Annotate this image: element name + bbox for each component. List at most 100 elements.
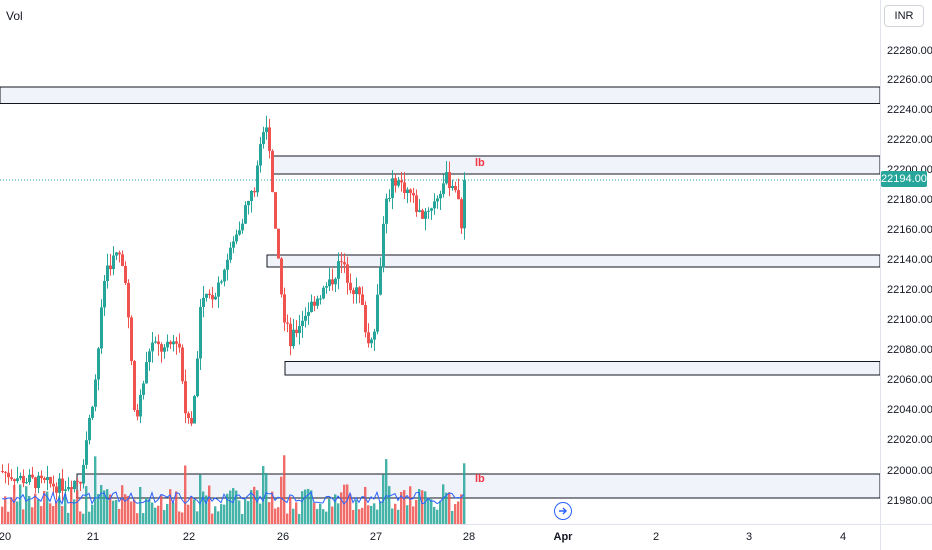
volume-bar (442, 484, 445, 524)
candle-body (208, 293, 211, 296)
candle-body (415, 195, 418, 212)
candle-body (13, 479, 16, 482)
candle-body (94, 379, 97, 407)
volume-bar (166, 503, 169, 524)
volume-bar (397, 509, 400, 524)
volume-bar (328, 498, 331, 524)
volume-bar (46, 491, 49, 524)
candle-body (289, 323, 292, 347)
volume-bar (244, 499, 247, 524)
candle-body (25, 482, 28, 484)
volume-bar (412, 506, 415, 524)
candle-body (1, 471, 4, 472)
volume-bar (358, 509, 361, 524)
candle-body (427, 210, 430, 212)
volume-bar (52, 505, 55, 524)
candle-body (187, 413, 190, 418)
volume-bar (106, 489, 109, 524)
candle-body (88, 417, 91, 441)
volume-bar (184, 465, 187, 524)
price-tick: 22220.00 (887, 134, 932, 146)
candle-body (373, 331, 376, 340)
volume-bar (262, 466, 265, 524)
candle-body (67, 487, 70, 490)
candle-body (337, 261, 340, 279)
volume-bar (382, 474, 385, 524)
volume-bar (100, 484, 103, 524)
candle-body (121, 254, 124, 266)
volume-bar (61, 506, 64, 524)
candle-body (4, 471, 7, 473)
candle-body (376, 294, 379, 332)
volume-bar (373, 503, 376, 524)
candle-body (364, 305, 367, 333)
volume-bar (229, 490, 232, 524)
volume-bar (334, 494, 337, 524)
candle-body (349, 282, 352, 291)
candle-body (190, 417, 193, 424)
candle-body (97, 348, 100, 380)
replay-button[interactable] (554, 502, 572, 520)
candle-body (118, 252, 121, 255)
candle-body (37, 475, 40, 489)
price-zone-box (0, 86, 880, 104)
volume-bar (121, 485, 124, 524)
candle-body (160, 344, 163, 352)
candle-body (22, 475, 25, 484)
volume-bar (139, 486, 142, 524)
candle-body (142, 383, 145, 395)
candle-body (43, 478, 46, 480)
time-axis[interactable]: 20 21 22 26 27 28 Apr 2 3 4 (0, 524, 880, 550)
volume-bar (427, 497, 430, 524)
candle-body (127, 282, 130, 318)
price-axis[interactable]: 22280.00 22260.00 22240.00 22220.00 22200.00… (880, 0, 932, 524)
volume-legend-label: Vol (6, 9, 23, 23)
volume-bar (301, 491, 304, 524)
volume-bar (307, 488, 310, 524)
candlestick-chart[interactable] (0, 0, 880, 524)
volume-bar (187, 504, 190, 524)
volume-bar (193, 499, 196, 524)
candle-body (259, 144, 262, 166)
volume-bar (241, 513, 244, 524)
candle-body (196, 358, 199, 397)
candle-body (298, 326, 301, 334)
chart-plot-area[interactable]: Vol lb lb (0, 0, 880, 524)
volume-bar (247, 501, 250, 524)
volume-bar (151, 502, 154, 524)
candle-body (436, 198, 439, 202)
price-tick: 22160.00 (887, 224, 932, 236)
candle-body (361, 294, 364, 306)
volume-bar (220, 504, 223, 524)
candle-body (334, 278, 337, 285)
volume-bar (424, 491, 427, 524)
candle-body (418, 210, 421, 212)
volume-bar (295, 502, 298, 524)
currency-button[interactable]: INR (884, 5, 924, 27)
candle-body (355, 287, 358, 295)
time-tick: 3 (745, 531, 753, 543)
price-tick: 22100.00 (887, 314, 932, 326)
volume-bar (154, 507, 157, 524)
volume-bar (406, 505, 409, 524)
candle-body (445, 172, 448, 184)
volume-bar (124, 494, 127, 524)
volume-bar (4, 496, 7, 524)
price-zone-box (271, 155, 880, 175)
candle-body (223, 269, 226, 282)
candle-body (115, 252, 118, 256)
volume-bar (109, 494, 112, 524)
candle-body (100, 307, 103, 349)
candle-body (268, 127, 271, 151)
volume-bar (418, 489, 421, 524)
candle-body (397, 180, 400, 186)
candle-body (391, 178, 394, 199)
volume-bar (298, 513, 301, 524)
candle-body (454, 186, 457, 191)
candle-body (235, 234, 238, 242)
volume-bar (37, 499, 40, 524)
volume-bar (58, 496, 61, 524)
volume-bar (64, 494, 67, 524)
volume-bar (202, 491, 205, 524)
volume-bar (256, 490, 259, 524)
